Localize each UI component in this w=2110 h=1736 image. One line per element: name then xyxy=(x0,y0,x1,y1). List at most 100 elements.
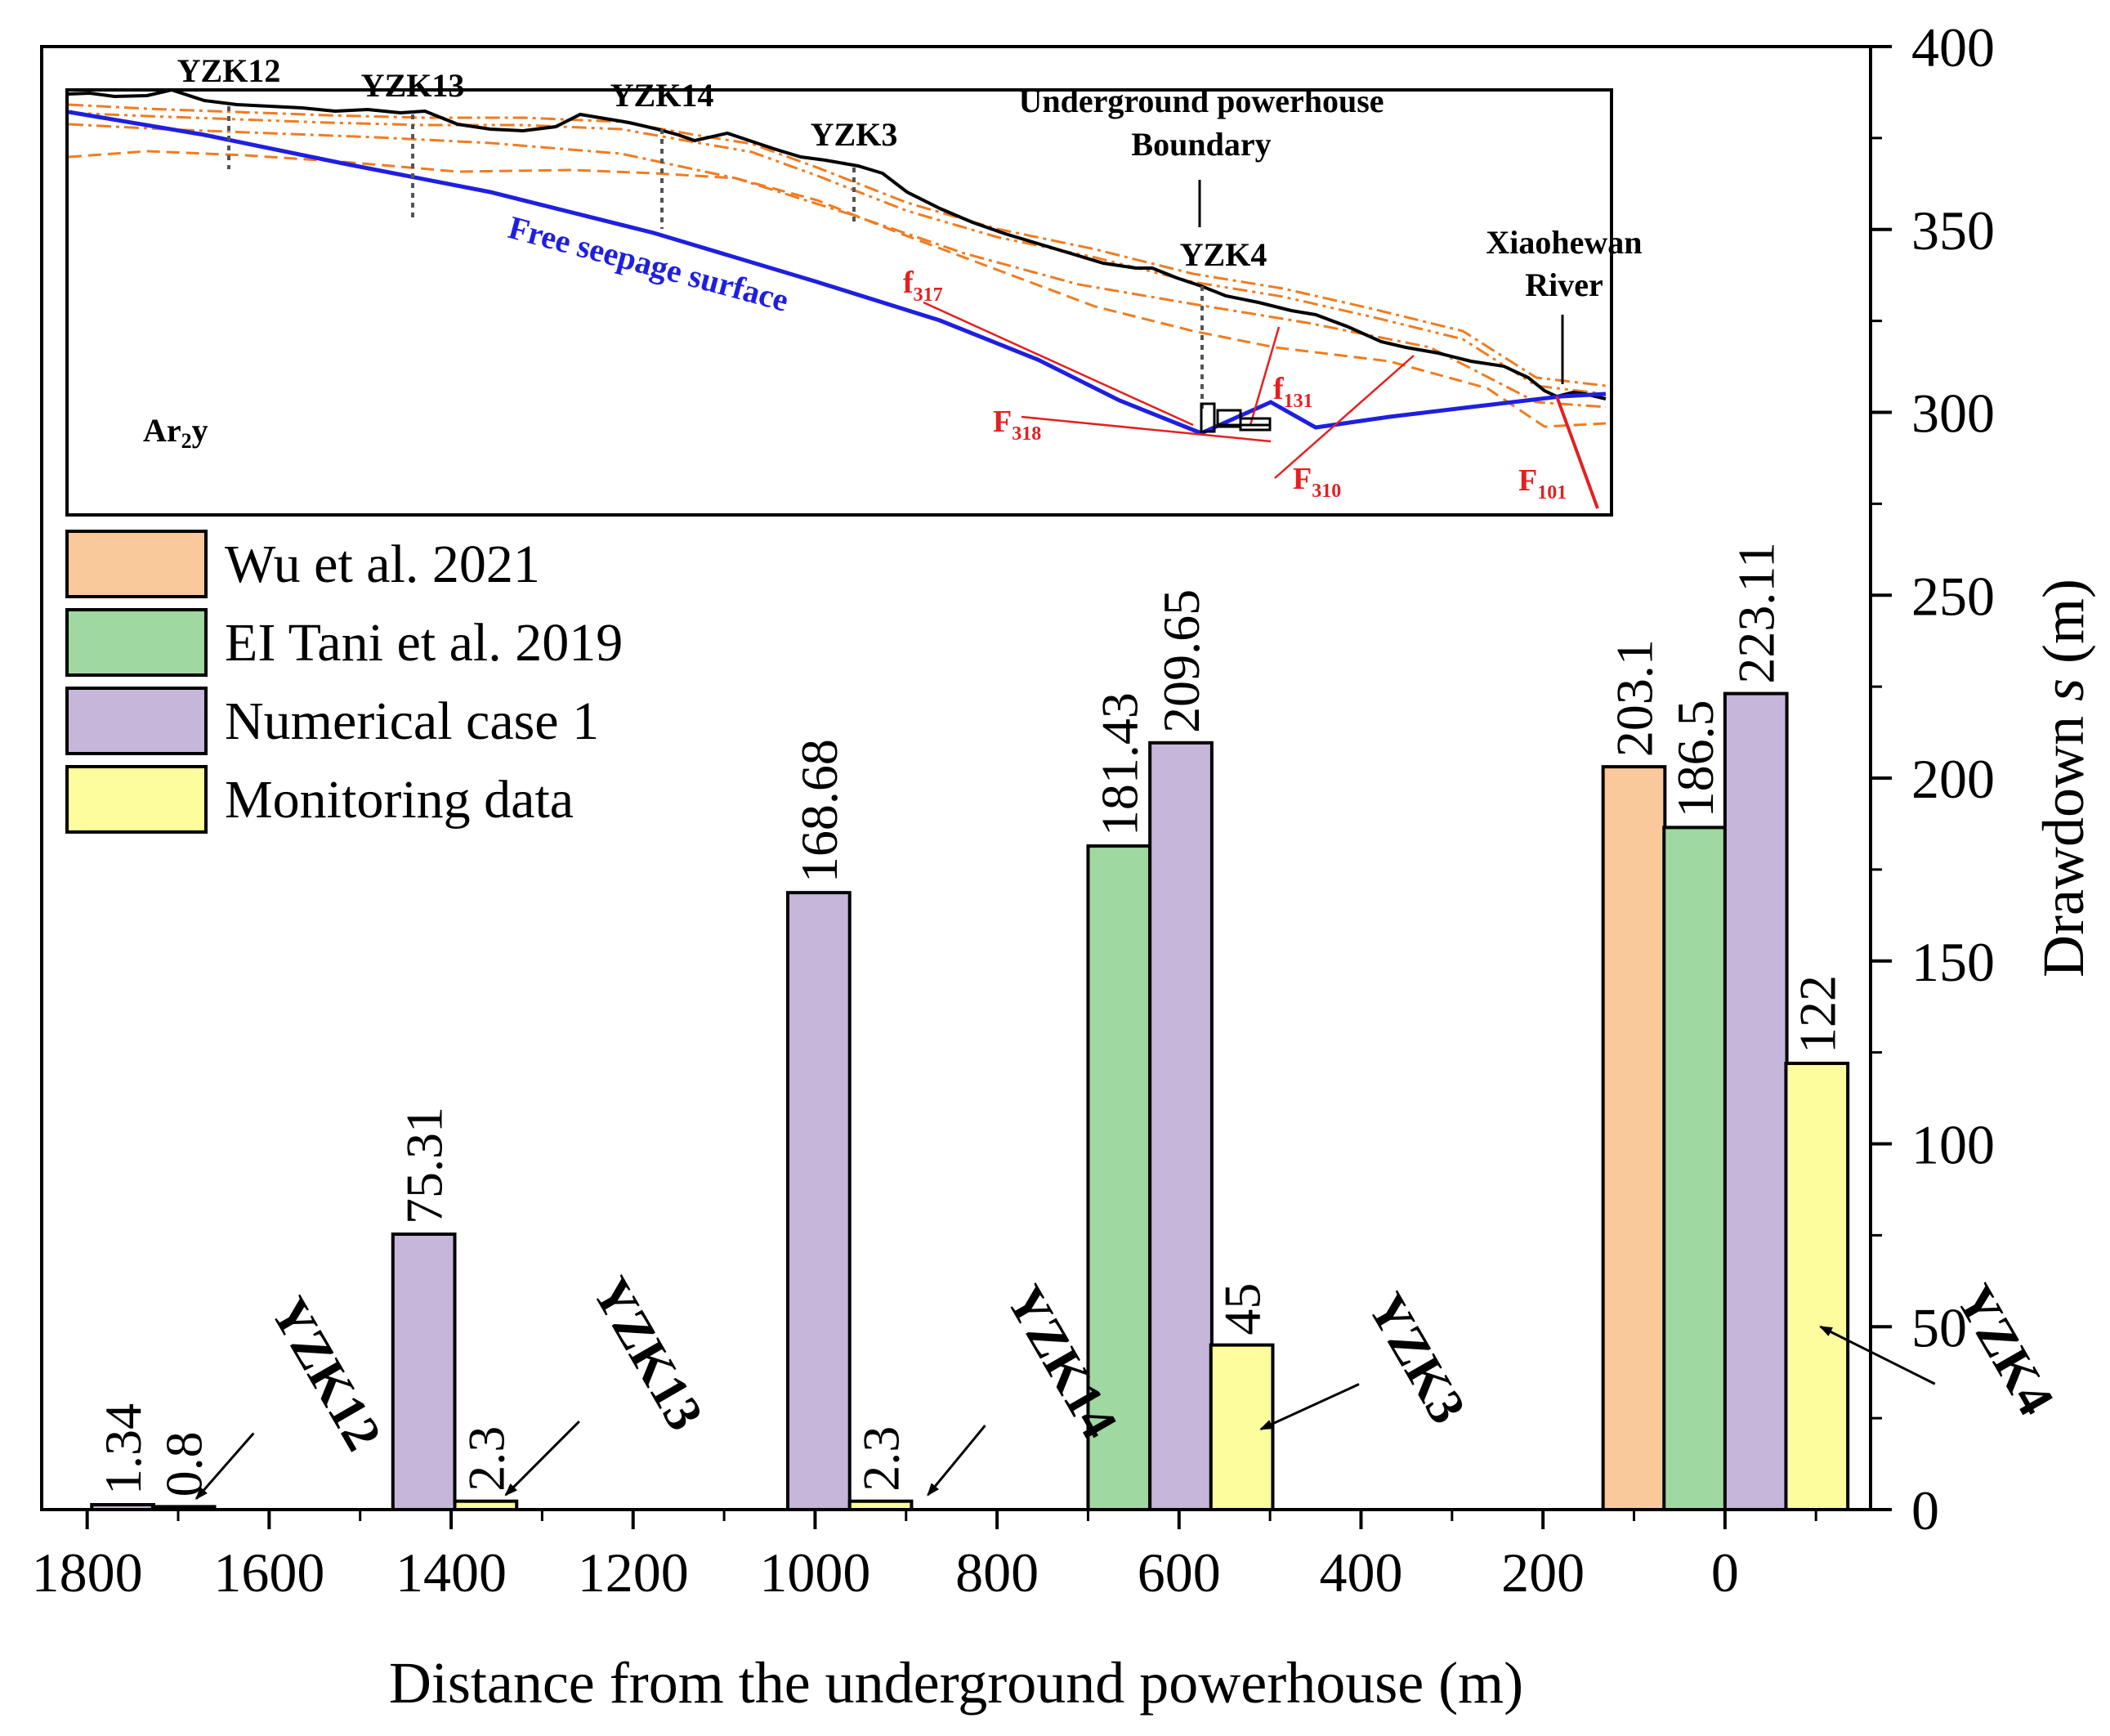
y-axis-title-symbol: s xyxy=(2031,678,2096,701)
bar-value-label: 203.1 xyxy=(1606,639,1664,757)
inset-fault-line xyxy=(923,301,1194,427)
x-tick-label: 1400 xyxy=(396,1541,507,1604)
fault-label-main: F xyxy=(993,405,1012,439)
bar xyxy=(391,1232,457,1512)
annotation-arrow xyxy=(504,1421,580,1497)
fault-label: f317 xyxy=(903,266,943,306)
bars-layer xyxy=(90,691,1850,1512)
x-tick-label: 600 xyxy=(1138,1541,1221,1604)
annotation-arrow xyxy=(1818,1325,1936,1385)
inset-well-label: YZK4 xyxy=(1180,236,1267,273)
y-tick-label: 150 xyxy=(1911,931,1995,993)
x-axis: 1800 1600 1400 1200 1000 800 600 400 200 0 xyxy=(32,1510,1817,1604)
annotation-arrow xyxy=(194,1432,255,1501)
x-tick-label: 0 xyxy=(1711,1541,1739,1604)
powerhouse-icon xyxy=(1200,402,1272,433)
y-tick-label: 50 xyxy=(1911,1296,1967,1358)
y-tick-label: 100 xyxy=(1911,1114,1995,1176)
x-axis-title: Distance from the underground powerhouse… xyxy=(389,1650,1523,1716)
bar xyxy=(90,1503,155,1512)
bar xyxy=(1662,825,1728,1511)
river-label-line2: River xyxy=(1525,266,1603,303)
inset-well-label: YZK3 xyxy=(811,116,898,153)
bar xyxy=(1784,1062,1850,1512)
legend-swatch xyxy=(65,765,208,834)
rock-unit-suffix: y xyxy=(192,412,208,449)
fault-label-sub: 317 xyxy=(914,284,943,306)
y-tick-label: 400 xyxy=(1911,16,1995,78)
fault-label-main: f xyxy=(903,266,914,300)
inset-well-label: YZK13 xyxy=(361,67,465,104)
boundary-label-line2: Boundary xyxy=(1131,126,1271,163)
bar-value-label: 181.43 xyxy=(1090,692,1148,836)
annotation-label: YZK12 xyxy=(260,1287,393,1460)
bar-value-label: 186.5 xyxy=(1666,700,1724,817)
bar xyxy=(786,891,852,1511)
y-axis: 0 50 100 150 200 250 300 350 400 xyxy=(1871,16,1995,1541)
fault-label-sub: 101 xyxy=(1537,482,1567,503)
bar xyxy=(1601,765,1667,1511)
fault-label: f131 xyxy=(1273,372,1313,412)
bar-value-label: 168.68 xyxy=(790,739,848,883)
y-tick-label: 300 xyxy=(1911,383,1995,445)
bar-value-label: 223.11 xyxy=(1728,542,1786,684)
bar-labels-layer: 203.1 181.43 186.5 1.34 75.31 168.68 209.65 223… xyxy=(94,542,1846,1497)
inset-fault-line xyxy=(1274,355,1415,479)
fault-label-sub: 131 xyxy=(1284,391,1313,412)
bar xyxy=(453,1499,519,1512)
y-tick-label: 0 xyxy=(1911,1479,1939,1541)
inset-fault-line xyxy=(1555,396,1599,509)
bar-value-label: 2.3 xyxy=(852,1426,910,1492)
y-tick-label: 350 xyxy=(1911,199,1995,262)
x-tick-label: 400 xyxy=(1319,1541,1402,1604)
fault-label: F318 xyxy=(993,405,1041,445)
inset-layer-line xyxy=(68,103,1607,387)
fault-label: F101 xyxy=(1518,463,1567,503)
legend-swatch xyxy=(65,530,208,598)
inset-layer-line xyxy=(68,111,1607,396)
inset-well-label: YZK12 xyxy=(177,52,281,89)
legend-swatch xyxy=(65,608,208,677)
fault-label-sub: 318 xyxy=(1012,423,1041,445)
rock-unit-label: Ar2y xyxy=(143,412,208,453)
river-label-line1: Xiaohewan xyxy=(1486,224,1642,261)
bar xyxy=(1086,844,1152,1511)
inset-fault-line xyxy=(1249,326,1281,426)
inset-fault-line xyxy=(1021,415,1272,443)
inset-terrain-line xyxy=(68,87,1607,400)
bar-value-label: 0.8 xyxy=(155,1431,213,1497)
legend: Wu et al. 2021 EI Tani et al. 2019 Numeric… xyxy=(65,530,623,834)
bar xyxy=(847,1499,914,1512)
bar-value-label: 122 xyxy=(1788,975,1846,1054)
rock-unit-main: Ar xyxy=(143,412,181,449)
x-tick-label: 1600 xyxy=(213,1541,324,1604)
legend-swatch xyxy=(65,687,208,755)
bar-value-label: 1.34 xyxy=(94,1403,152,1495)
x-tick-label: 1800 xyxy=(32,1541,143,1604)
annotation-arrow xyxy=(927,1425,986,1497)
boundary-label-line1: Underground powerhouse xyxy=(1018,83,1384,119)
bar-value-label: 2.3 xyxy=(457,1426,515,1492)
legend-label: EI Tani et al. 2019 xyxy=(225,613,623,673)
x-tick-label: 1200 xyxy=(578,1541,689,1604)
fault-label-main: F xyxy=(1293,462,1312,496)
annotation-label: YZK3 xyxy=(1357,1283,1477,1433)
legend-label: Wu et al. 2021 xyxy=(225,535,540,594)
fault-label-sub: 310 xyxy=(1312,481,1341,502)
bar-value-label: 45 xyxy=(1214,1283,1272,1336)
fault-label-main: F xyxy=(1518,463,1537,498)
x-tick-label: 200 xyxy=(1501,1541,1585,1604)
bar xyxy=(1723,691,1789,1511)
bar xyxy=(1148,740,1214,1511)
rock-unit-sub: 2 xyxy=(181,429,192,453)
legend-label: Monitoring data xyxy=(225,770,574,830)
bar-value-label: 75.31 xyxy=(396,1107,454,1224)
annotation-label: YZK13 xyxy=(582,1268,715,1440)
fault-label-main: f xyxy=(1273,372,1285,406)
bar xyxy=(150,1505,217,1512)
cross-section-inset: YZK12 YZK13 YZK14 YZK3 YZK4 Underground … xyxy=(65,52,1643,517)
inset-well-label: YZK14 xyxy=(610,77,714,114)
bar-value-label: 209.65 xyxy=(1152,589,1210,733)
y-tick-label: 200 xyxy=(1911,748,1995,810)
